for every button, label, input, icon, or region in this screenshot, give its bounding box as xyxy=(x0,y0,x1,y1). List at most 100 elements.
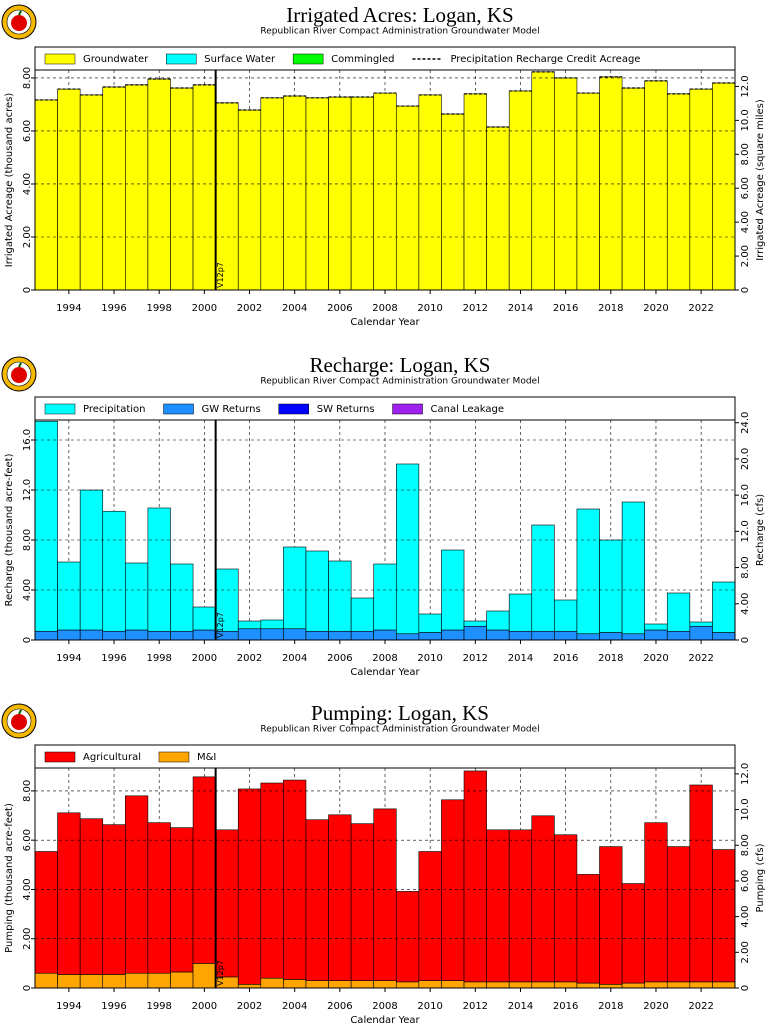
bar-segment xyxy=(486,610,510,631)
y2-tick-label: 4.00 xyxy=(740,593,751,615)
x-axis-label: Calendar Year xyxy=(350,317,420,328)
bar-segment xyxy=(34,630,58,641)
bar-segment xyxy=(283,628,307,641)
y2-tick-label: 16.0 xyxy=(740,484,751,506)
bar-segment xyxy=(418,980,442,989)
bar-segment xyxy=(170,87,194,291)
y-tick-label: 0 xyxy=(22,985,33,991)
legend-swatch xyxy=(292,53,324,65)
bar-segment xyxy=(463,770,487,983)
legend-swatch xyxy=(158,751,190,763)
bar-segment xyxy=(237,788,262,985)
version-label: V12p7 xyxy=(216,262,225,288)
x-tick-label: 2020 xyxy=(643,1001,668,1012)
y2-tick-label: 2.00 xyxy=(740,245,751,267)
y-tick-label: 8.00 xyxy=(22,780,33,802)
y2-axis-label: Recharge (cfs) xyxy=(755,494,766,566)
bar-segment xyxy=(215,829,239,978)
x-tick-label: 2014 xyxy=(508,303,533,314)
bar-segment xyxy=(486,981,510,989)
bar-segment xyxy=(350,823,375,981)
bar-segment xyxy=(147,630,171,641)
y2-axis-label: Pumping (cfs) xyxy=(755,843,766,912)
bar-segment xyxy=(689,981,713,989)
bar-segment xyxy=(418,632,442,641)
version-label: V12p7 xyxy=(216,960,225,986)
bar-segment xyxy=(170,630,194,641)
bar-segment xyxy=(260,977,284,989)
bar-segment xyxy=(79,489,104,631)
bar-segment xyxy=(576,633,600,641)
y2-tick-label: 6.00 xyxy=(740,177,751,199)
bar-segment xyxy=(192,629,216,641)
y2-tick-label: 0 xyxy=(740,985,751,991)
bar-segment xyxy=(576,982,600,989)
x-tick-label: 1996 xyxy=(101,303,126,314)
x-axis-label: Calendar Year xyxy=(350,1015,420,1024)
x-tick-label: 2020 xyxy=(643,303,668,314)
bar-segment xyxy=(395,981,420,989)
x-tick-label: 1996 xyxy=(101,1001,126,1012)
bar-segment xyxy=(102,86,126,291)
bar-segment xyxy=(147,78,171,291)
bar-segment xyxy=(508,829,533,983)
x-tick-label: 2002 xyxy=(237,1001,262,1012)
bar-segment xyxy=(666,846,691,983)
x-tick-label: 1994 xyxy=(56,1001,81,1012)
bar-segment xyxy=(34,420,58,632)
bar-segment xyxy=(192,963,216,989)
chart-title: Irrigated Acres: Logan, KS xyxy=(286,3,513,27)
bar-segment xyxy=(554,834,578,983)
bar-segment xyxy=(328,980,352,989)
bar-segment xyxy=(192,606,216,631)
bar-segment xyxy=(666,93,691,291)
x-tick-label: 2018 xyxy=(598,303,623,314)
x-tick-label: 2008 xyxy=(372,1001,397,1012)
logo xyxy=(1,703,37,739)
bar-segment xyxy=(554,981,578,989)
y-tick-label: 0 xyxy=(22,287,33,293)
bar-segment xyxy=(441,980,465,989)
plot-frame xyxy=(34,69,736,291)
legend-label: Agricultural xyxy=(83,752,141,763)
bar-segment xyxy=(576,92,600,291)
bar-segment xyxy=(508,593,533,632)
chart-title: Pumping: Logan, KS xyxy=(311,701,489,725)
bar-segment xyxy=(373,563,397,631)
y2-tick-label: 0 xyxy=(740,287,751,293)
bar-segment xyxy=(283,779,307,980)
bar-segment xyxy=(305,819,329,981)
x-tick-label: 1998 xyxy=(146,303,171,314)
bar-segment xyxy=(125,795,149,974)
bar-segment xyxy=(644,629,668,641)
y2-tick-label: 8.00 xyxy=(740,834,751,856)
chart-subtitle: Republican River Compact Administration … xyxy=(260,27,539,37)
bar-segment xyxy=(170,827,194,973)
legend-swatch xyxy=(163,403,194,415)
y2-tick-label: 8.00 xyxy=(740,143,751,165)
bar-segment xyxy=(192,84,216,291)
bar-segment xyxy=(79,974,104,989)
plot-frame xyxy=(34,419,736,641)
bar-segment xyxy=(102,510,126,632)
legend-label: GW Returns xyxy=(202,404,261,415)
bar-segment xyxy=(666,630,691,641)
bar-segment xyxy=(418,94,442,291)
legend-label: Precipitation Recharge Credit Acreage xyxy=(450,54,640,65)
legend-label: Surface Water xyxy=(204,54,276,65)
bar-segment xyxy=(102,824,126,975)
legend-label: Precipitation xyxy=(83,404,146,415)
y2-tick-label: 10.0 xyxy=(740,798,751,820)
bar-segment xyxy=(531,981,555,989)
bar-segment xyxy=(441,113,465,291)
bar-segment xyxy=(373,980,397,989)
bar-segment xyxy=(486,829,510,983)
bar-segment xyxy=(666,981,691,989)
bar-segment xyxy=(125,629,149,641)
bar-segment xyxy=(463,981,487,989)
x-tick-label: 2000 xyxy=(192,653,217,664)
x-tick-label: 2002 xyxy=(237,653,262,664)
bar-segment xyxy=(712,632,736,641)
bar-segment xyxy=(170,563,194,632)
